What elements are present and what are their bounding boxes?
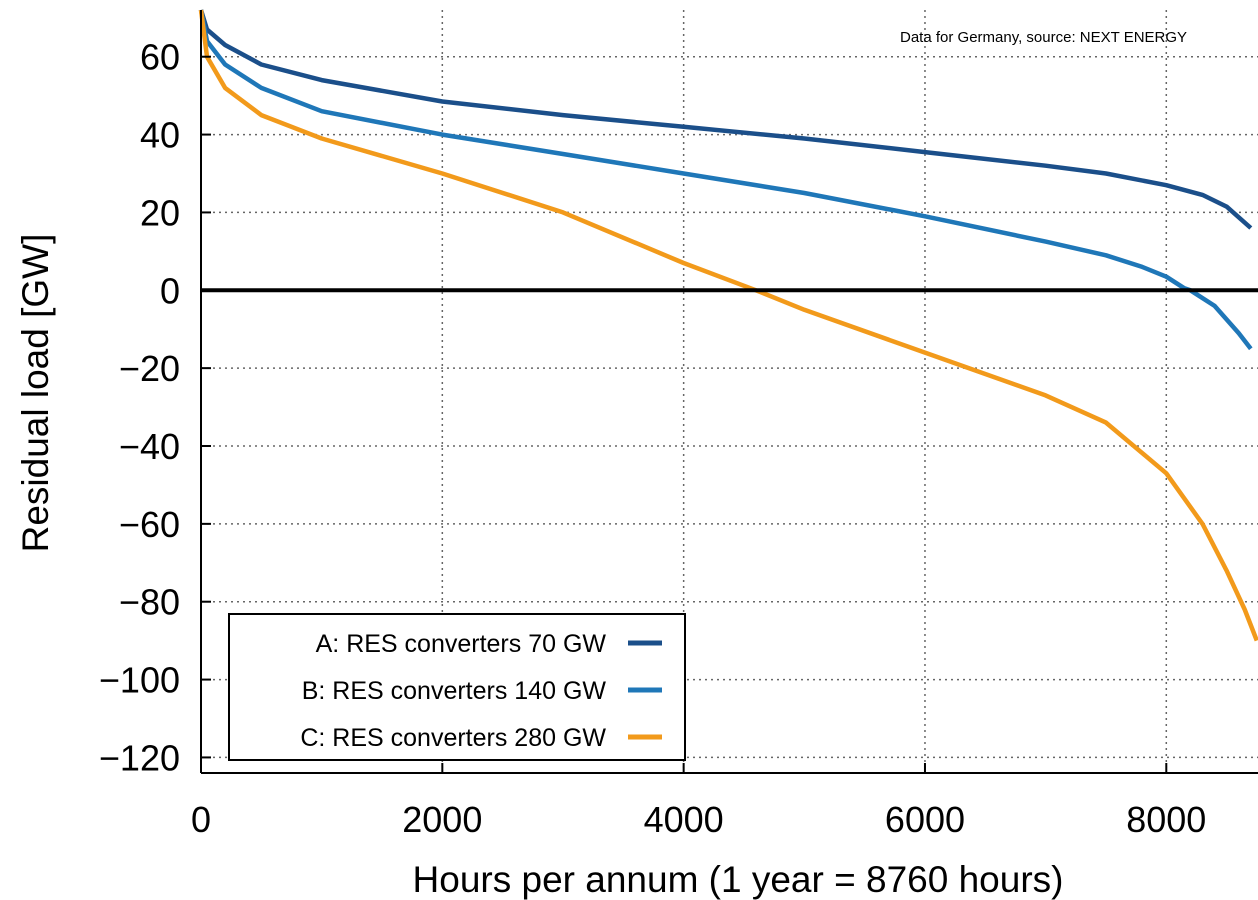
y-tick-label: −100 bbox=[99, 660, 180, 701]
y-tick-label: −20 bbox=[119, 348, 180, 389]
grid-layer bbox=[201, 10, 1258, 773]
y-tick-label: 60 bbox=[140, 37, 180, 78]
y-tick-label: −120 bbox=[99, 737, 180, 778]
axes-layer bbox=[200, 10, 1258, 774]
series-line-3 bbox=[198, 9, 1258, 642]
legend-box bbox=[228, 613, 686, 761]
y-axis-label: Residual load [GW] bbox=[15, 234, 56, 553]
x-tick-label: 8000 bbox=[1126, 799, 1206, 840]
source-note: Data for Germany, source: NEXT ENERGY bbox=[900, 29, 1187, 46]
x-tick-label: 6000 bbox=[885, 799, 965, 840]
tick-labels-layer: 0 2000 4000 6000 8000 60 40 20 0 −20 −40 −60 −80 −100… bbox=[99, 37, 1206, 840]
x-axis-label: Hours per annum (1 year = 8760 hours) bbox=[413, 859, 1064, 900]
legend-label-2: B: RES converters 140 GW bbox=[302, 677, 607, 705]
y-tick-label: −80 bbox=[119, 582, 180, 623]
y-tick-label: 20 bbox=[140, 192, 180, 233]
y-tick-label: 0 bbox=[160, 270, 180, 311]
y-tick-label: 40 bbox=[140, 115, 180, 156]
y-tick-label: −40 bbox=[119, 426, 180, 467]
legend: A: RES converters 70 GW B: RES converters… bbox=[228, 613, 686, 761]
x-tick-label: 2000 bbox=[402, 799, 482, 840]
legend-label-1: A: RES converters 70 GW bbox=[316, 630, 607, 658]
series-line-1 bbox=[198, 9, 1253, 230]
legend-label-3: C: RES converters 280 GW bbox=[300, 724, 606, 752]
y-tick-label: −60 bbox=[119, 504, 180, 545]
x-tick-label: 4000 bbox=[644, 799, 724, 840]
x-tick-label: 0 bbox=[191, 799, 211, 840]
